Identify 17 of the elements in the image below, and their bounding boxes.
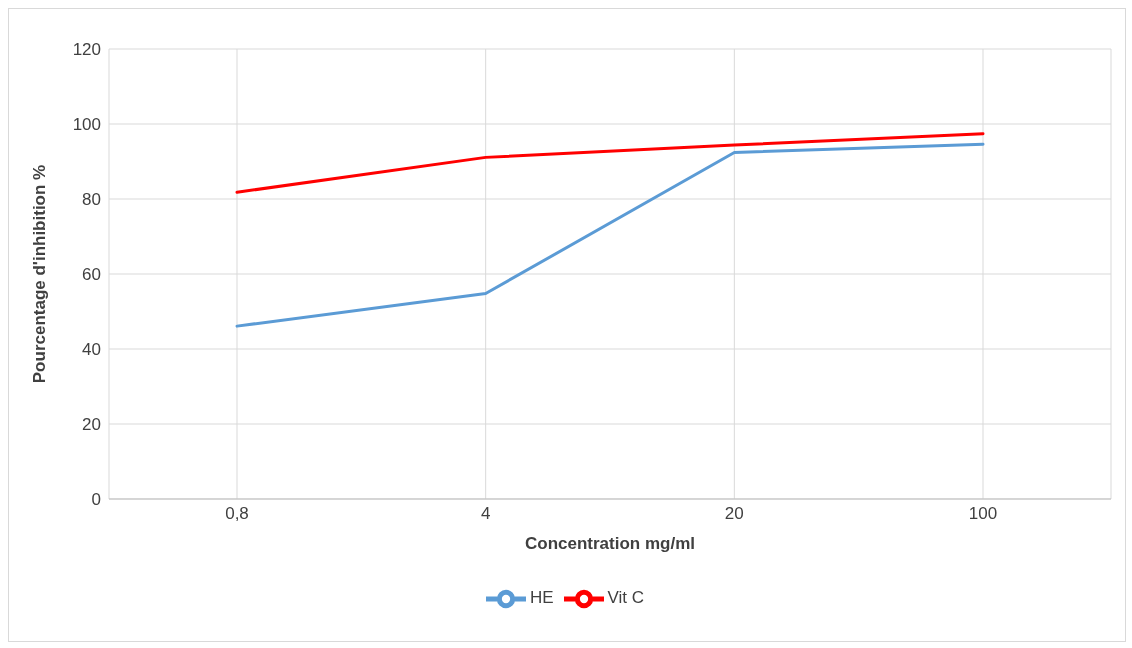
x-tick-label: 20	[724, 504, 744, 524]
line-series	[235, 132, 985, 194]
x-tick-label: 100	[968, 504, 998, 524]
y-tick-label: 20	[82, 415, 101, 435]
y-tick-label: 40	[82, 340, 101, 360]
y-tick-label: 0	[91, 490, 101, 510]
y-tick-label: 60	[82, 265, 101, 285]
x-tick-label: 0,8	[225, 504, 249, 524]
legend-label: Vit C	[607, 588, 645, 608]
y-axis-title: Pourcentage d'inhibition %	[30, 164, 50, 384]
x-axis-title: Concentration mg/ml	[524, 534, 696, 553]
y-tick-label: 80	[82, 190, 101, 210]
y-tick-label: 120	[72, 40, 101, 60]
y-tick-label: 100	[72, 115, 101, 135]
x-tick-label: 4	[480, 504, 491, 524]
line-series	[235, 142, 985, 328]
legend-label: HE	[529, 588, 554, 608]
